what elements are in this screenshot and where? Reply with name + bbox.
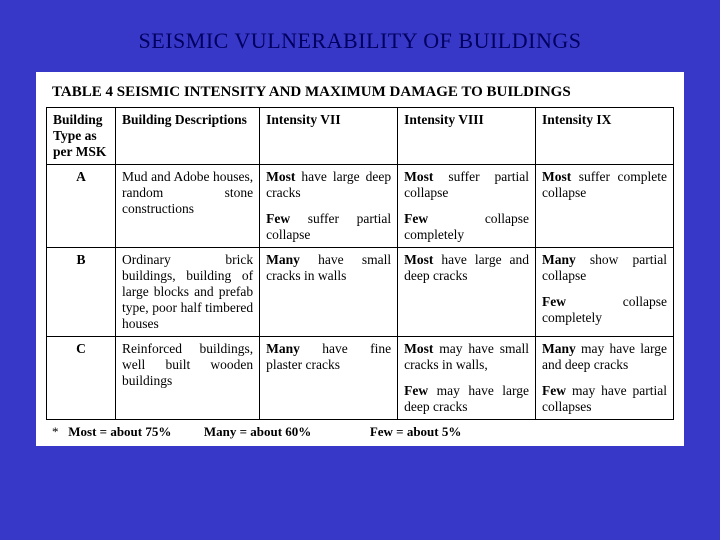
qty-word: Few: [404, 383, 428, 398]
cell-desc: Reinforced buildings, well built wooden …: [115, 337, 259, 420]
cell-i8: Most suffer partial collapse Few collaps…: [398, 165, 536, 248]
qty-word: Many: [266, 341, 300, 356]
col-header-i8: Intensity VIII: [398, 108, 536, 165]
table-title: TABLE 4 SEISMIC INTENSITY AND MAXIMUM DA…: [46, 82, 674, 107]
cell-desc: Mud and Adobe houses, random stone const…: [115, 165, 259, 248]
cell-type: B: [47, 248, 116, 337]
qty-word: Most: [404, 341, 433, 356]
table-row: A Mud and Adobe houses, random stone con…: [47, 165, 674, 248]
table-container: TABLE 4 SEISMIC INTENSITY AND MAXIMUM DA…: [36, 72, 684, 446]
footnote-most: Most = about 75%: [68, 424, 171, 439]
cell-i9: Many show partial collapse Few collapse …: [536, 248, 674, 337]
table-header-row: Building Type as per MSK Building Descri…: [47, 108, 674, 165]
footnote-few: Few = about 5%: [370, 424, 462, 439]
qty-word: Most: [404, 252, 433, 267]
qty-word: Many: [542, 341, 576, 356]
footnote-many: Many = about 60%: [204, 424, 311, 439]
cell-i7: Many have fine plaster cracks: [260, 337, 398, 420]
cell-i9: Many may have large and deep cracks Few …: [536, 337, 674, 420]
cell-i7: Most have large deep cracks Few suffer p…: [260, 165, 398, 248]
cell-i9: Most suffer complete collapse: [536, 165, 674, 248]
qty-word: Few: [542, 294, 566, 309]
cell-i8: Most have large and deep cracks: [398, 248, 536, 337]
footnote-star: *: [52, 424, 59, 439]
damage-table: Building Type as per MSK Building Descri…: [46, 107, 674, 420]
col-header-type: Building Type as per MSK: [47, 108, 116, 165]
cell-i8: Most may have small cracks in walls, Few…: [398, 337, 536, 420]
qty-word: Most: [266, 169, 295, 184]
qty-word: Few: [266, 211, 290, 226]
cell-i7: Many have small cracks in walls: [260, 248, 398, 337]
qty-word: Most: [404, 169, 433, 184]
cell-type: C: [47, 337, 116, 420]
col-header-desc: Building Descriptions: [115, 108, 259, 165]
qty-word: Many: [542, 252, 576, 267]
table-row: B Ordinary brick buildings, building of …: [47, 248, 674, 337]
table-row: C Reinforced buildings, well built woode…: [47, 337, 674, 420]
qty-word: Most: [542, 169, 571, 184]
qty-word: Many: [266, 252, 300, 267]
qty-word: Few: [542, 383, 566, 398]
col-header-i9: Intensity IX: [536, 108, 674, 165]
table-footnote: * Most = about 75% Many = about 60% Few …: [46, 420, 674, 440]
slide-title: SEISMIC VULNERABILITY OF BUILDINGS: [0, 0, 720, 72]
col-header-i7: Intensity VII: [260, 108, 398, 165]
cell-desc: Ordinary brick buildings, building of la…: [115, 248, 259, 337]
cell-type: A: [47, 165, 116, 248]
qty-word: Few: [404, 211, 428, 226]
